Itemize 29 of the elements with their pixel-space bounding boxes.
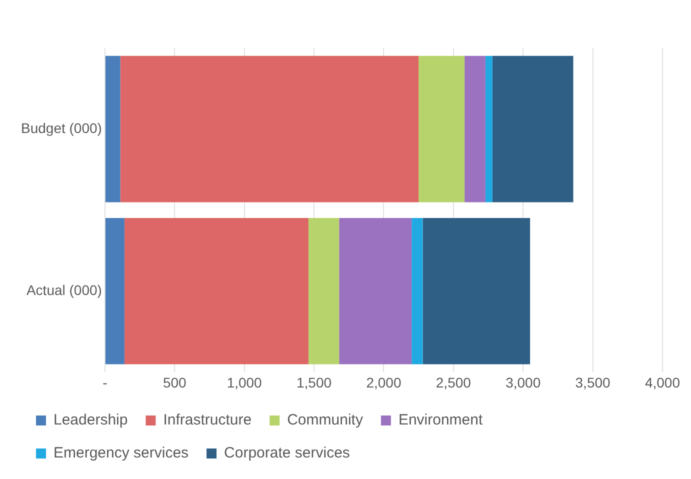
bar xyxy=(422,218,530,364)
x-tick-label: 1,000 xyxy=(226,374,262,390)
bar xyxy=(124,218,308,364)
legend-label: Leadership xyxy=(54,412,128,429)
x-tick-label: 4,000 xyxy=(644,374,680,390)
x-tick-label: 3,000 xyxy=(506,374,541,390)
bar xyxy=(105,56,120,202)
bar xyxy=(105,218,124,364)
legend-label: Environment xyxy=(398,412,484,429)
legend-label: Community xyxy=(287,412,364,429)
bar xyxy=(308,218,340,364)
bar xyxy=(418,56,465,202)
legend-label: Emergency services xyxy=(54,444,189,462)
x-tick-label: 3,500 xyxy=(575,374,611,390)
bar xyxy=(412,218,423,364)
bar xyxy=(492,56,574,202)
legend-label: Infrastructure xyxy=(163,412,252,429)
bar xyxy=(464,56,486,202)
x-tick-label: 500 xyxy=(162,374,187,390)
y-tick-label: Budget (000) xyxy=(20,120,102,136)
y-tick-label: Actual (000) xyxy=(26,282,102,298)
bar xyxy=(120,56,419,202)
x-tick-label: 1,500 xyxy=(296,374,332,390)
x-tick-label: 2,500 xyxy=(436,374,472,390)
x-tick-label: 2,000 xyxy=(366,374,402,390)
bar xyxy=(339,218,412,364)
bar xyxy=(485,56,492,202)
x-tick-label: - xyxy=(102,374,108,390)
legend-label: Corporate services xyxy=(224,444,350,462)
